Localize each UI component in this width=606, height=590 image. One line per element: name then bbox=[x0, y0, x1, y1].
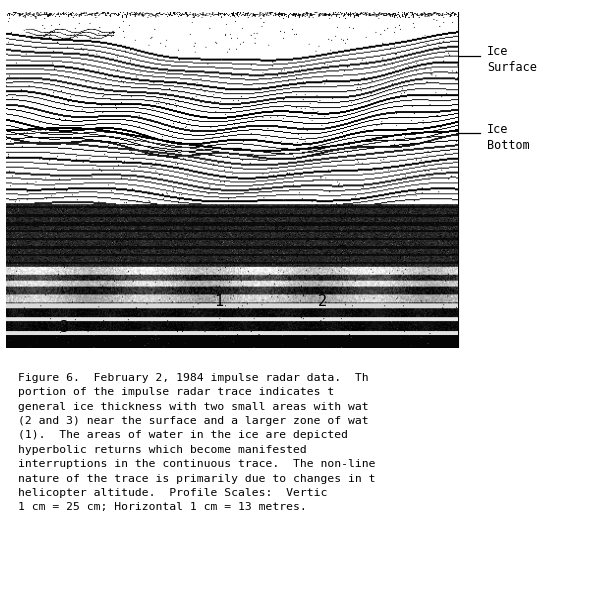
Text: Figure 6.  February 2, 1984 impulse radar data.  Th
portion of the impulse radar: Figure 6. February 2, 1984 impulse radar… bbox=[18, 373, 376, 513]
Text: 1: 1 bbox=[214, 293, 223, 309]
Text: 3: 3 bbox=[60, 320, 69, 336]
Text: 2: 2 bbox=[318, 293, 327, 309]
Text: Ice
Bottom: Ice Bottom bbox=[487, 123, 530, 152]
Text: Ice
Surface: Ice Surface bbox=[487, 45, 537, 74]
